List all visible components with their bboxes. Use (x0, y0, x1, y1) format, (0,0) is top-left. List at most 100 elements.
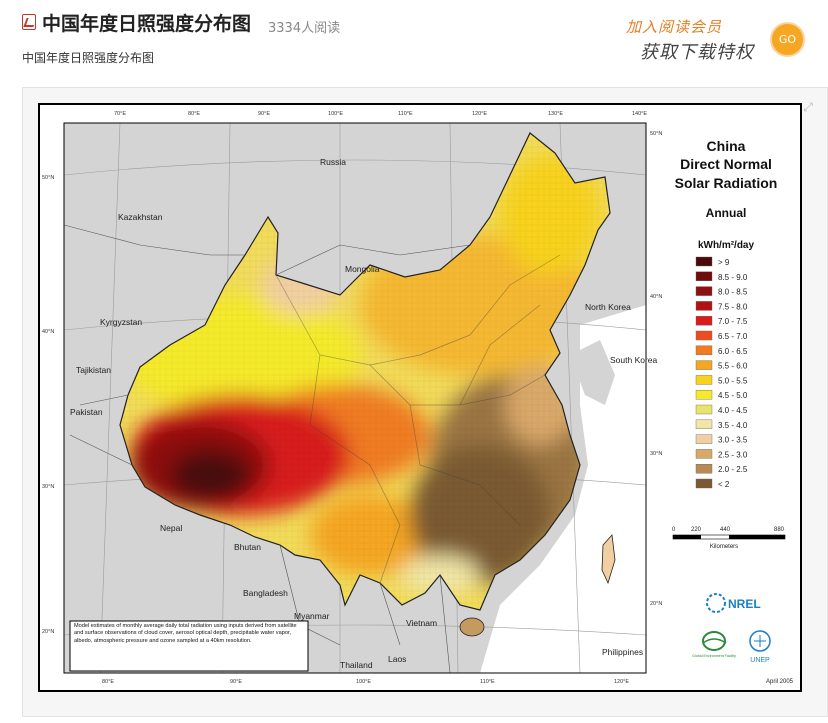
legend-label: 7.0 - 7.5 (718, 317, 748, 326)
label-north-korea: North Korea (585, 302, 631, 312)
scale-tick-0: 0 (672, 527, 676, 533)
scale-unit: Kilometers (710, 544, 738, 550)
map-area (64, 123, 646, 673)
legend-label: 3.5 - 4.0 (718, 421, 748, 430)
promo-line-2[interactable]: 获取下载特权 (640, 42, 754, 63)
title-line-1: China (707, 138, 746, 154)
label-tajikistan: Tajikistan (76, 365, 111, 375)
legend-label: 6.5 - 7.0 (718, 332, 748, 341)
map-canvas: Russia Kazakhstan Mongolia Kyrgyzstan Ta… (42, 111, 794, 685)
label-laos: Laos (388, 654, 406, 664)
scale-tick-880: 880 (774, 527, 785, 533)
legend-swatch (695, 478, 713, 489)
label-vietnam: Vietnam (406, 618, 437, 628)
note-box (69, 620, 309, 672)
label-bangladesh: Bangladesh (243, 588, 288, 598)
legend-swatch (695, 271, 713, 282)
country-labels: Russia Kazakhstan Mongolia Kyrgyzstan Ta… (70, 157, 658, 670)
unep-logo: UNEP (749, 630, 771, 664)
legend-label: 7.5 - 8.0 (718, 302, 748, 311)
lon-bottom-90: 90°E (230, 679, 242, 685)
china-border (119, 132, 611, 611)
gef-logo: Global Environment Facility (692, 631, 736, 658)
lat-right-40: 40°N (650, 294, 662, 300)
lat-left-20: 20°N (42, 629, 54, 635)
label-bhutan: Bhutan (234, 542, 261, 552)
lon-top-90: 90°E (258, 111, 270, 117)
legend: > 9 8.5 - 9.0 8.0 - 8.5 7.5 - 8.0 7.0 - 7.5 6… (695, 256, 748, 489)
nrel-logo: NREL (706, 593, 761, 613)
lon-bottom-100: 100°E (356, 679, 371, 685)
legend-swatch (695, 464, 713, 474)
hainan (459, 617, 485, 637)
legend-unit: kWh/m²/day (698, 240, 755, 251)
map-title: China Direct Normal Solar Radiation Annu… (675, 138, 778, 251)
label-philippines: Philippines (602, 647, 643, 657)
doc-header: 中国年度日照强度分布图 3334人阅读 中国年度日照强度分布图 加入阅读会员 获… (0, 0, 828, 86)
scale-bar: 0 220 440 880 Kilometers (672, 527, 786, 550)
lon-bottom-80: 80°E (102, 679, 114, 685)
scale-tick-220: 220 (691, 527, 702, 533)
legend-swatch (695, 360, 713, 370)
pdf-icon (22, 14, 36, 30)
doc-subtitle: 中国年度日照强度分布图 (22, 51, 155, 65)
province-lines (275, 254, 561, 584)
title-line-2: Direct Normal (680, 156, 772, 172)
lon-top-100: 100°E (328, 111, 343, 117)
lat-left-40: 40°N (42, 329, 54, 335)
lon-top-140: 140°E (632, 111, 647, 117)
label-pakistan: Pakistan (70, 407, 103, 417)
legend-swatch (695, 434, 713, 444)
nrel-text: NREL (728, 597, 761, 611)
lat-left-50: 50°N (42, 175, 54, 181)
label-nepal: Nepal (160, 523, 182, 533)
label-kyrgyzstan: Kyrgyzstan (100, 317, 142, 327)
title-line-3: Solar Radiation (675, 175, 778, 191)
legend-label: 3.0 - 3.5 (718, 436, 748, 445)
legend-swatch (695, 256, 713, 267)
legend-label: 8.5 - 9.0 (718, 273, 748, 282)
legend-label: 4.5 - 5.0 (718, 391, 748, 400)
lon-top-120: 120°E (472, 111, 487, 117)
read-count: 3334人阅读 (268, 21, 341, 36)
label-myanmar: Myanmar (294, 611, 330, 621)
unep-text: UNEP (750, 657, 770, 664)
label-south-korea: South Korea (610, 355, 658, 365)
lat-left-30: 30°N (42, 484, 54, 490)
label-russia: Russia (320, 157, 346, 167)
go-button[interactable]: GO (772, 24, 803, 55)
label-kazakhstan: Kazakhstan (118, 212, 163, 222)
lon-bottom-110: 110°E (480, 679, 495, 685)
lat-left-labels: 50°N 40°N 30°N 20°N (42, 175, 54, 635)
legend-swatch (695, 315, 713, 326)
map-date: April 2005 (766, 679, 794, 685)
page-title: 中国年度日照强度分布图 (42, 13, 252, 35)
lon-top-130: 130°E (548, 111, 563, 117)
lat-right-50: 50°N (650, 131, 662, 137)
expand-icon[interactable]: ⤢ (803, 100, 813, 114)
title-period: Annual (706, 206, 747, 220)
legend-label: 2.5 - 3.0 (718, 450, 748, 459)
label-thailand: Thailand (340, 660, 373, 670)
legend-label: 5.5 - 6.0 (718, 362, 748, 371)
taiwan (601, 534, 616, 585)
legend-swatch (695, 330, 713, 341)
lon-top-70: 70°E (114, 111, 126, 117)
scale-tick-440: 440 (720, 527, 731, 533)
legend-label: > 9 (718, 258, 730, 267)
solar-map: Russia Kazakhstan Mongolia Kyrgyzstan Ta… (38, 103, 802, 692)
lon-top-80: 80°E (188, 111, 200, 117)
legend-swatch (695, 301, 713, 311)
legend-label: < 2 (718, 480, 730, 489)
model-note: Model estimates of monthly average daily… (74, 623, 297, 644)
label-mongolia: Mongolia (345, 264, 380, 274)
legend-label: 5.0 - 5.5 (718, 376, 748, 385)
lon-top-labels: 70°E 80°E 90°E 100°E 110°E 120°E 130°E 1… (114, 111, 647, 117)
legend-swatch (695, 404, 713, 415)
promo-line-1[interactable]: 加入阅读会员 (626, 18, 723, 36)
legend-swatch (695, 345, 713, 356)
legend-label: 6.0 - 6.5 (718, 347, 748, 356)
legend-swatch (695, 419, 713, 429)
legend-label: 4.0 - 4.5 (718, 406, 748, 415)
legend-swatch (695, 390, 713, 400)
